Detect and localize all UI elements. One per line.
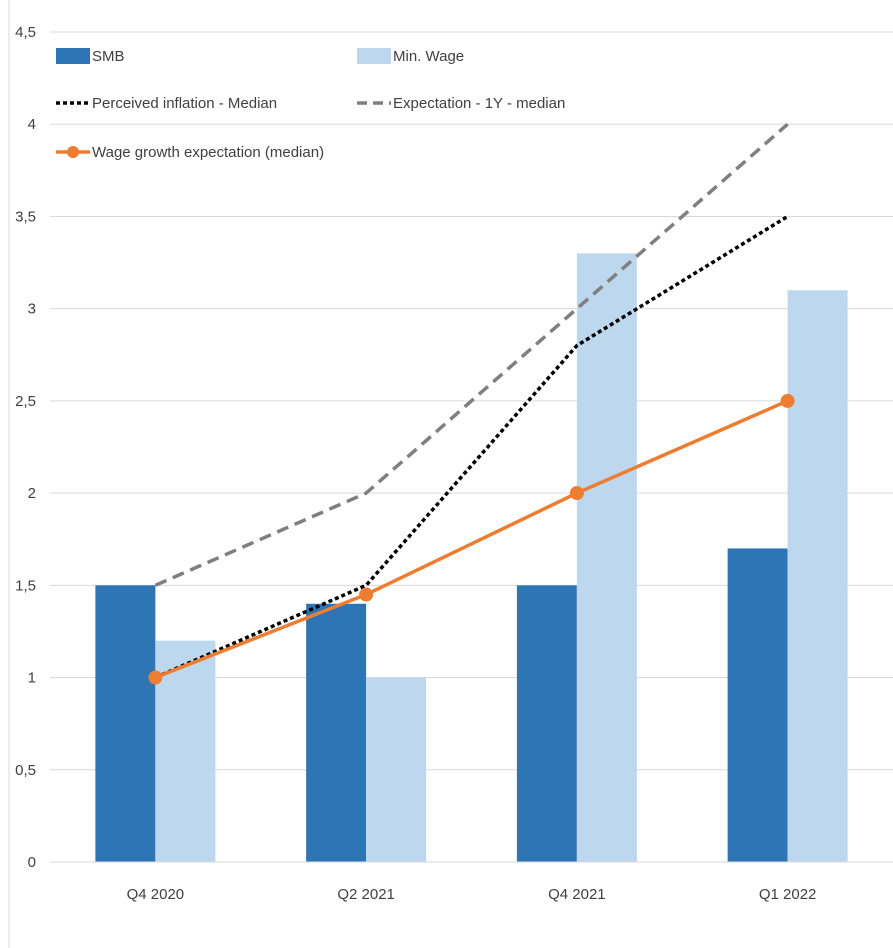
x-tick-label: Q2 2021 [337,886,395,903]
y-tick-label: 1 [28,670,36,687]
point-wage-growth-expectation-median [359,587,374,602]
legend-label: Perceived inflation - Median [92,95,277,112]
y-tick-label: 4,5 [15,24,36,41]
legend-item-wage-growth-expectation-median: Wage growth expectation (median) [56,144,324,161]
line-wage-growth-expectation-median [154,399,789,680]
y-tick-label: 0 [28,854,36,871]
bar-smb [306,603,367,862]
bar-min-wage [155,640,216,862]
y-tick-label: 4 [28,116,36,133]
bar-smb [95,585,156,862]
bar-smb [516,585,577,862]
legend-label: SMB [92,48,125,65]
legend-layer: SMB Min. Wage Perceived inflation - Median… [56,48,565,161]
point-wage-growth-expectation-median [569,486,584,501]
legend-item-smb: SMB [56,48,125,65]
legend-label: Min. Wage [393,48,464,65]
legend-label: Expectation - 1Y - median [393,95,565,112]
y-tick-label: 2,5 [15,393,36,410]
y-tick-label: 0,5 [15,762,36,779]
y-tick-label: 2 [28,485,36,502]
legend-swatch [357,48,391,64]
line-expectation-1y-median [154,122,789,587]
bar-smb [727,548,788,862]
legend-marker [67,146,79,158]
legend-item-expectation-1y-median: Expectation - 1Y - median [357,95,565,112]
line-perceived-inflation-median [154,214,789,680]
legend-item-min-wage: Min. Wage [357,48,464,65]
legend-label: Wage growth expectation (median) [92,144,324,161]
bar-min-wage [576,253,637,863]
legend-item-perceived-inflation-median: Perceived inflation - Median [56,95,277,112]
point-wage-growth-expectation-median [780,393,795,408]
axis-layer: 0 0,5 1 1,5 2 2,5 3 3,5 4 4,5 Q4 2020 Q2 2021 Q4 202… [15,24,893,903]
x-tick-label: Q1 2022 [759,886,817,903]
y-tick-label: 3,5 [15,208,36,225]
legend-swatch [56,48,90,64]
y-tick-label: 3 [28,301,36,318]
point-wage-growth-expectation-median [148,670,163,685]
y-tick-label: 1,5 [15,577,36,594]
bar-layer [95,253,848,863]
bar-min-wage [366,677,427,862]
x-tick-label: Q4 2021 [548,886,606,903]
bar-min-wage [787,290,848,862]
x-tick-label: Q4 2020 [127,886,185,903]
line-layer [148,122,795,685]
